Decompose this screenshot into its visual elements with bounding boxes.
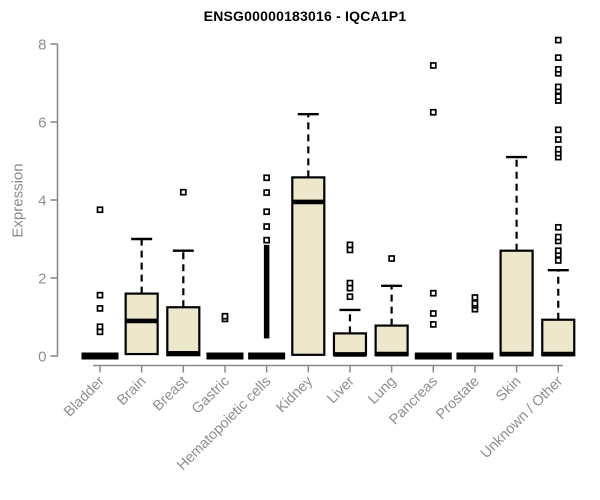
outlier-point [96,305,104,312]
x-tick-label: Kidney [273,373,316,416]
outlier-point [429,289,437,297]
iqr-box [291,176,326,356]
outlier-point [554,65,562,73]
outlier-point [554,145,562,153]
outlier-point [263,236,270,244]
box-group-skin [499,155,534,357]
box-group-unknown-other [541,36,576,357]
outlier-point [471,300,479,307]
x-tick-label: Lung [365,374,399,408]
outlier-point [471,294,479,301]
box-group-prostate [456,294,494,360]
chart-title: ENSG00000183016 - IQCA1P1 [203,8,407,24]
collapsed-box [248,352,286,360]
outlier-point [263,174,270,182]
box-group-gastric [206,312,244,360]
box-group-kidney [291,112,326,356]
outlier-point [554,83,562,91]
box-group-breast [166,188,201,357]
iqr-box [332,332,368,357]
collapsed-box [456,352,494,360]
outlier-point [429,321,437,328]
box-group-bladder [81,206,119,360]
outlier-point [346,293,354,301]
outlier-band [263,244,270,339]
box-group-lung [374,255,409,357]
outlier-point [554,126,562,134]
outlier-point [554,247,562,255]
outlier-point [554,257,562,264]
outlier-point [554,54,562,62]
outlier-point [554,136,562,143]
box-group-pancreas [414,62,452,360]
outlier-point [263,189,270,196]
outlier-point [346,279,354,287]
x-tick-label: Skin [493,374,524,405]
x-tick-label: Brain [114,374,149,409]
outlier-point [179,188,187,196]
iqr-box [124,292,159,356]
y-tick-label: 8 [38,37,46,54]
outlier-point [388,255,395,262]
outlier-point [263,208,270,216]
x-tick-label: Breast [150,374,191,415]
outlier-point [346,241,354,249]
x-tick-label: Prostate [433,374,482,423]
outlier-point [554,36,562,44]
x-tick-label: Liver [324,373,358,407]
outlier-point [96,206,104,214]
iqr-box [541,318,576,357]
collapsed-box [206,352,244,360]
iqr-box [374,324,409,357]
iqr-box [499,249,534,357]
box-group-brain [124,237,159,356]
box-group-liver [332,241,368,357]
outlier-point [554,93,562,101]
box-group-hematopoietic-cells [248,174,286,360]
y-tick-label: 6 [38,115,46,132]
collapsed-box [81,352,119,360]
y-tick-label: 4 [38,193,46,210]
y-tick-label: 0 [38,349,46,366]
collapsed-box [414,352,452,360]
outlier-point [554,233,562,241]
iqr-box [166,306,201,357]
outlier-point [429,108,437,116]
outlier-point [221,312,229,320]
outlier-point [263,223,270,230]
y-tick-label: 2 [38,271,46,288]
outlier-point [429,310,437,317]
outlier-point [96,291,104,299]
outlier-point [96,323,104,331]
x-tick-label: Bladder [61,373,108,420]
outlier-point [429,62,437,69]
outlier-point [554,223,562,231]
